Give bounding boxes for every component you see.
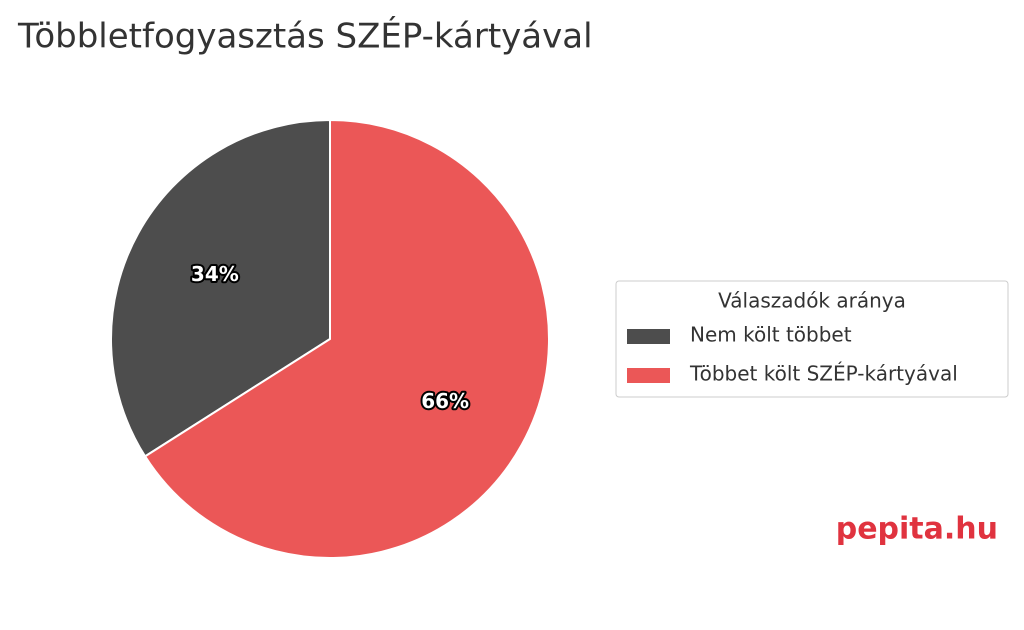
legend-box <box>615 280 1009 398</box>
slice-label: 66% <box>421 389 469 413</box>
pie-slice <box>143 118 550 559</box>
legend-label: Többet költ SZÉP-kártyával <box>689 362 958 386</box>
legend-swatch <box>627 329 670 344</box>
legend-title: Válaszadók aránya <box>718 289 906 313</box>
legend-label: Nem költ többet <box>690 323 852 347</box>
watermark: pepita.hu <box>836 512 998 547</box>
pie-slice <box>110 118 331 458</box>
legend-swatch <box>627 368 670 383</box>
chart-title: Többletfogyasztás SZÉP-kártyával <box>17 16 593 57</box>
slice-label: 34% <box>191 262 239 286</box>
